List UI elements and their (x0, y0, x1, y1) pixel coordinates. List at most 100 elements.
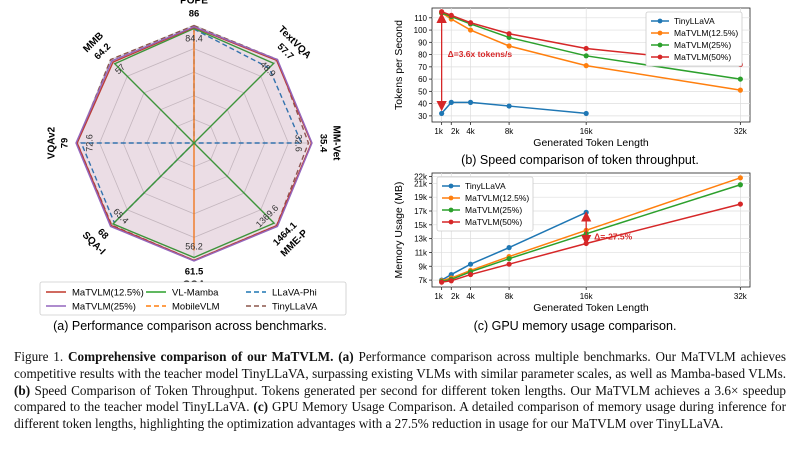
speed-ytick-label-4: 70 (418, 63, 427, 72)
speed-legend-label-3: MaTVLM(50%) (674, 52, 731, 62)
speed-point-matvlm-25-3 (506, 34, 512, 41)
caption-part-c: GPU Memory Usage Comparison. A detailed … (14, 399, 787, 432)
caption-part-a-label: (a) (338, 349, 354, 364)
memory-ytick-label-6: 19k (414, 193, 428, 202)
memory-xlabel: Generated Token Length (533, 302, 649, 314)
radar-legend-label-1: VL-Mamba (172, 288, 219, 299)
speed-ytick-label-8: 110 (414, 14, 427, 23)
memory-point-matvlm-25-3 (506, 256, 512, 262)
memory-legend-marker-2 (448, 207, 454, 213)
speed-point-tinyllava-1 (448, 99, 454, 105)
radar-caption: (a) Performance comparison across benchm… (53, 319, 327, 333)
memory-xtick-label-1: 2k (451, 292, 460, 301)
memory-xtick-label-3: 8k (505, 292, 514, 301)
radar-legend-label-5: TinyLLaVA (272, 302, 318, 313)
speed-xtick-label-5: 32k (734, 127, 748, 136)
speed-caption: (b) Speed comparison of token throughput… (461, 153, 699, 167)
speed-point-matvlm-12-5-4 (583, 63, 589, 69)
speed-legend-label-1: MaTVLM(12.5%) (674, 28, 738, 38)
radar-axis-label-vqav2: VQAv2 (47, 126, 58, 159)
speed-point-matvlm-50-0 (439, 9, 445, 15)
speed-point-tinyllava-2 (467, 99, 474, 105)
radar-inner-value-2: 32.6 (294, 134, 304, 152)
memory-ytick-label-1: 9k (419, 262, 428, 271)
caption-figure-label: Figure 1. (14, 349, 64, 364)
radar-inner-value-6: 72.6 (84, 134, 94, 152)
caption-part-a: Performance comparison across multiple b… (14, 349, 787, 381)
memory-point-matvlm-50-3 (506, 261, 512, 267)
figure-caption: Figure 1. Comprehensive comparison of ou… (14, 349, 786, 433)
speed-point-matvlm-50-3 (506, 31, 512, 37)
memory-xtick-label-5: 32k (734, 292, 748, 301)
speed-point-matvlm-25-5 (737, 76, 743, 82)
memory-point-matvlm-50-4 (583, 240, 589, 247)
radar-legend: MaTVLM(12.5%) VL-Mamba LLaVA-Phi MaTVLM(25%… (39, 281, 347, 316)
speed-xlabel: Generated Token Length (533, 137, 649, 149)
speed-xtick-label-0: 1k (434, 127, 443, 136)
radar-axis-label-pope: POPE (180, 0, 208, 7)
memory-point-tinyllava-3 (506, 245, 512, 251)
speed-ytick-label-2: 50 (418, 87, 427, 96)
memory-ytick-label-5: 17k (414, 207, 428, 216)
radar-max-value-0: 86 (189, 9, 200, 20)
memory-xtick-label-4: 16k (580, 292, 594, 301)
memory-legend-label-3: MaTVLM(50%) (465, 217, 522, 227)
speed-ytick-label-3: 60 (418, 75, 427, 84)
memory-delta-label: Δ=-27.5% (594, 231, 632, 241)
caption-title: Comprehensive comparison of our MaTVLM. (68, 349, 334, 364)
memory-ylabel: Memory Usage (MB) (393, 182, 405, 279)
speed-legend-marker-3 (657, 54, 663, 60)
speed-point-matvlm-12-5-2 (467, 27, 474, 33)
radar-max-value-4: 61.5 (185, 267, 204, 278)
radar-legend-label-4: MobileVLM (172, 302, 220, 313)
speed-ytick-label-6: 90 (418, 38, 427, 47)
radar-legend-box (39, 281, 347, 316)
speed-legend-marker-0 (657, 18, 663, 24)
memory-ytick-label-7: 21k (414, 179, 428, 188)
speed-point-tinyllava-0 (439, 110, 445, 117)
radar-max-value-2: 35.4 (317, 134, 328, 153)
speed-xtick-label-2: 4k (466, 127, 475, 136)
caption-part-b: Speed Comparison of Token Throughput. To… (14, 382, 787, 415)
radar-legend-label-2: LLaVA-Phi (272, 288, 317, 299)
memory-point-matvlm-12-5-5 (737, 175, 743, 181)
speed-delta-label: Δ=3.6x tokens/s (448, 49, 513, 59)
speed-point-matvlm-25-4 (583, 53, 589, 59)
speed-legend-marker-1 (657, 30, 663, 36)
speed-xtick-label-3: 8k (505, 127, 514, 136)
radar-series-matvlm-25- (75, 26, 313, 262)
memory-legend-label-0: TinyLLaVA (465, 181, 506, 191)
speed-ytick-label-0: 30 (418, 112, 427, 121)
radar-inner-value-7: 57 (113, 62, 127, 76)
speed-chart: 30 40 50 60 70 80 90 100 110 1k 2k 4k 8k 16k 32k Genera… (393, 7, 751, 149)
speed-legend-label-2: MaTVLM(25%) (674, 40, 731, 50)
radar-legend-label-0: MaTVLM(12.5%) (72, 288, 144, 299)
memory-ytick-label-2: 11k (415, 248, 428, 257)
radar-inner-value-0: 84.4 (185, 33, 203, 43)
speed-point-matvlm-50-1 (448, 12, 454, 18)
speed-point-matvlm-12-5-3 (506, 43, 512, 49)
speed-legend-marker-2 (657, 42, 663, 48)
memory-legend-marker-0 (448, 183, 454, 189)
speed-legend-box (645, 11, 743, 67)
radar-series-vl-mamba (111, 27, 276, 259)
memory-ytick-label-4: 15k (414, 221, 428, 230)
speed-ytick-label-1: 40 (418, 100, 427, 109)
memory-point-matvlm-50-2 (467, 271, 474, 278)
memory-point-matvlm-50-0 (439, 279, 445, 285)
speed-xtick-label-1: 2k (451, 127, 460, 136)
speed-ylabel: Tokens per Second (393, 20, 405, 110)
speed-legend-label-0: TinyLLaVA (674, 16, 715, 26)
memory-point-tinyllava-4 (583, 209, 589, 215)
memory-ytick-label-0: 7k (419, 276, 428, 285)
radar-max-value-6: 79 (60, 138, 71, 149)
memory-legend-marker-3 (448, 219, 454, 225)
memory-point-matvlm-25-5 (737, 182, 743, 188)
memory-xtick-label-2: 4k (466, 292, 475, 301)
speed-point-matvlm-50-2 (467, 20, 474, 26)
memory-legend-box (436, 176, 534, 232)
radar-axis-label-mm-vet: MM-Vet (330, 126, 341, 162)
memory-legend-marker-1 (448, 195, 454, 201)
